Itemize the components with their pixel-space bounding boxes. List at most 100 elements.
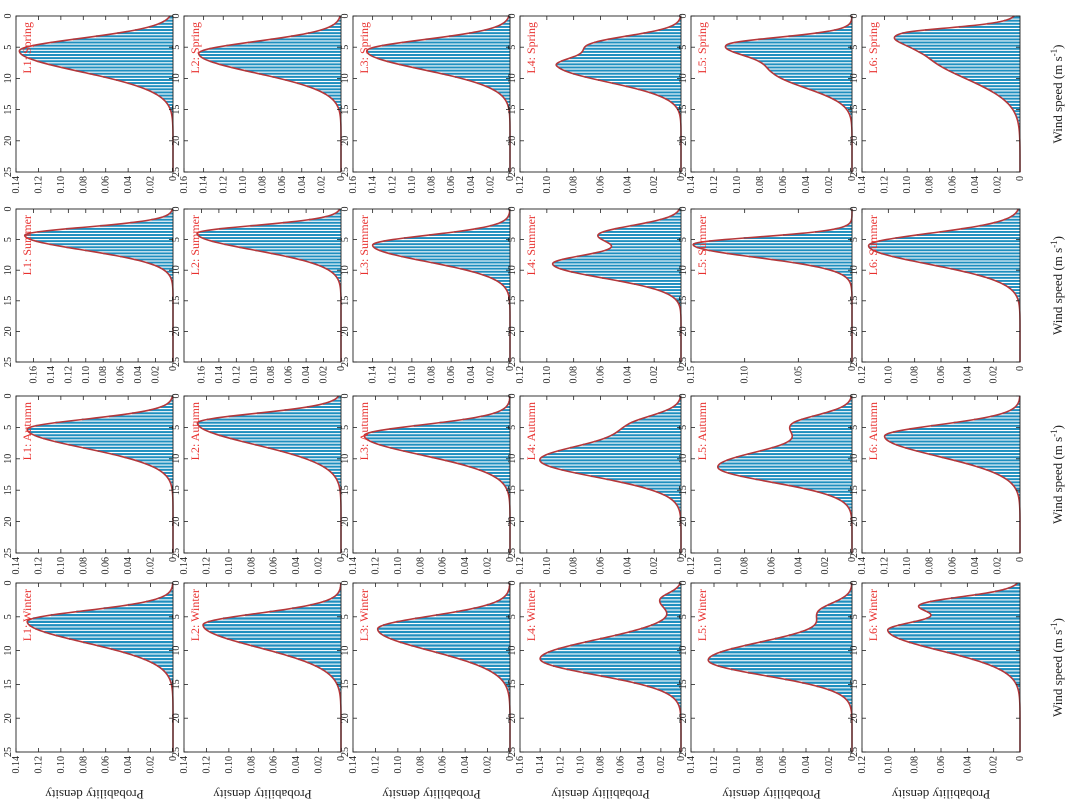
y-tick-label: 0.14	[857, 176, 868, 194]
bar	[322, 91, 341, 94]
bar	[245, 69, 341, 72]
bar	[508, 691, 510, 694]
x-tick-label: 15	[340, 485, 351, 495]
y-tick-label: 0.02	[485, 366, 496, 384]
bar	[666, 613, 681, 617]
y-tick-label: 0.06	[936, 366, 947, 384]
y-tick-label: 0.06	[596, 366, 607, 384]
bar	[659, 600, 681, 603]
bar	[326, 671, 341, 674]
bar	[310, 261, 341, 264]
bar	[678, 19, 681, 22]
bar	[486, 603, 510, 607]
bar	[336, 593, 341, 596]
bar	[763, 63, 852, 66]
x-tick-label: 0	[507, 207, 518, 212]
y-tick-label: 0.10	[407, 176, 418, 194]
bar	[842, 103, 852, 106]
x-tick-label: 15	[507, 485, 518, 495]
bar	[594, 440, 681, 443]
bar	[371, 431, 510, 434]
bar	[895, 38, 1020, 41]
y-tick-label: 0.14	[199, 176, 210, 194]
bar	[845, 107, 852, 110]
bar	[846, 402, 852, 405]
y-axis-label: Probability density	[551, 787, 650, 802]
bar	[226, 44, 341, 47]
bar	[835, 600, 852, 603]
y-tick-label: 0.08	[415, 756, 426, 774]
y-tick-label: 0.06	[284, 366, 295, 384]
bar	[415, 617, 510, 620]
bar	[817, 610, 852, 613]
bar	[238, 641, 341, 644]
x-tick-label: 0	[678, 581, 689, 586]
bar	[895, 35, 1020, 38]
bars	[373, 215, 510, 298]
x-tick-label: 25	[3, 357, 14, 367]
bar	[171, 484, 173, 487]
bar	[44, 630, 174, 634]
bar	[1017, 684, 1020, 688]
bar	[339, 590, 341, 593]
bar	[170, 276, 173, 279]
bar	[816, 620, 852, 624]
bar	[292, 607, 341, 610]
panel-l3-winter: 0 5 10 15 20 25 0.02 0.04 0.06 0.08 0.10 0.12 0.14 0 L…	[340, 581, 516, 774]
x-tick-label: 25	[3, 747, 14, 757]
bar	[594, 41, 681, 44]
bar	[1014, 292, 1020, 295]
bar	[621, 427, 681, 430]
bar	[383, 624, 510, 627]
bar	[436, 613, 510, 617]
y-tick-label: 0.04	[962, 366, 973, 384]
bar	[484, 29, 510, 32]
panel-title: L2: Winter	[188, 589, 202, 641]
bar	[990, 415, 1020, 418]
bar	[909, 427, 1020, 430]
bar	[170, 110, 173, 113]
bar	[638, 418, 681, 421]
bar	[1018, 122, 1020, 125]
bar	[666, 610, 681, 613]
y-tick-label: 0.08	[78, 557, 89, 575]
bar	[675, 22, 681, 25]
bar	[611, 434, 681, 437]
y-tick-label: 0.02	[649, 366, 660, 384]
bars	[27, 396, 174, 490]
panel-l2-summer: 0 5 10 15 20 25 0.02 0.04 0.06 0.08 0.10 0.12 0.14 0.…	[171, 207, 347, 384]
x-tick-label: 10	[171, 265, 182, 275]
bar	[564, 69, 681, 72]
x-tick-label: 25	[849, 747, 860, 757]
bar	[32, 44, 173, 47]
bar	[54, 440, 174, 443]
y-tick-label: 0.16	[515, 756, 526, 774]
bar	[869, 246, 1020, 249]
bar	[641, 627, 681, 630]
y-tick-label: 0.14	[368, 366, 379, 384]
bar	[158, 22, 173, 25]
x-tick-label: 10	[340, 646, 351, 656]
panel-l4-winter: 0 5 10 15 20 25 0.02 0.04 0.06 0.08 0.10 0.12 0.14 0.…	[507, 581, 687, 774]
bar	[584, 641, 681, 644]
bar	[460, 267, 510, 270]
bar	[815, 32, 852, 35]
bar	[905, 258, 1020, 261]
bar	[436, 651, 510, 654]
x-tick-label: 0	[507, 14, 518, 19]
bar	[151, 661, 173, 664]
y-tick-label: 0.08	[569, 366, 580, 384]
bar	[665, 97, 681, 100]
bar	[615, 634, 681, 637]
bar	[993, 221, 1020, 224]
bar	[501, 282, 510, 285]
y-tick-label: 0.14	[368, 176, 379, 194]
bar	[573, 72, 681, 75]
bar	[841, 500, 852, 503]
bar	[386, 60, 510, 63]
bar	[602, 276, 681, 279]
bar	[646, 487, 681, 490]
bar	[561, 468, 681, 471]
bar	[625, 85, 681, 88]
